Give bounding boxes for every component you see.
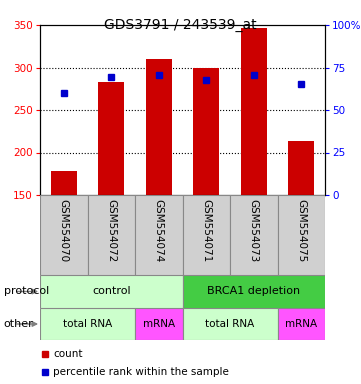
Bar xyxy=(288,141,314,195)
Text: GSM554073: GSM554073 xyxy=(249,199,259,262)
Bar xyxy=(278,308,325,340)
Text: GSM554070: GSM554070 xyxy=(59,199,69,262)
Bar xyxy=(40,195,87,275)
Bar xyxy=(183,195,230,275)
Bar xyxy=(40,275,183,308)
Text: other: other xyxy=(4,319,33,329)
Text: BRCA1 depletion: BRCA1 depletion xyxy=(207,286,300,296)
Bar xyxy=(278,195,325,275)
Text: mRNA: mRNA xyxy=(143,319,175,329)
Bar xyxy=(146,59,172,195)
Bar xyxy=(183,308,278,340)
Text: protocol: protocol xyxy=(4,286,49,296)
Bar xyxy=(135,308,183,340)
Bar xyxy=(40,308,135,340)
Text: GSM554074: GSM554074 xyxy=(154,199,164,262)
Bar xyxy=(98,82,124,195)
Text: percentile rank within the sample: percentile rank within the sample xyxy=(53,367,229,377)
Text: GSM554072: GSM554072 xyxy=(106,199,116,262)
Bar xyxy=(87,195,135,275)
Bar xyxy=(230,195,278,275)
Text: GSM554075: GSM554075 xyxy=(296,199,306,262)
Bar xyxy=(183,275,325,308)
Bar xyxy=(51,171,77,195)
Text: control: control xyxy=(92,286,131,296)
Bar xyxy=(135,195,183,275)
Text: GSM554071: GSM554071 xyxy=(201,199,211,262)
Text: count: count xyxy=(53,349,83,359)
Text: GDS3791 / 243539_at: GDS3791 / 243539_at xyxy=(104,18,257,32)
Text: total RNA: total RNA xyxy=(63,319,112,329)
Text: total RNA: total RNA xyxy=(205,319,255,329)
Text: mRNA: mRNA xyxy=(285,319,317,329)
Bar xyxy=(241,28,267,195)
Bar xyxy=(193,68,219,195)
